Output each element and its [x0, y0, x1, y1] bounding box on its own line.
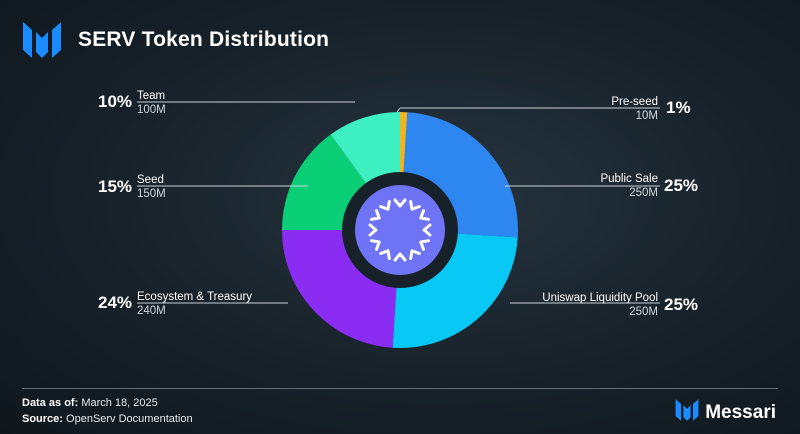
slice-name-ecosystem: Ecosystem & Treasury [137, 291, 253, 303]
logo-chevron-mark [379, 249, 391, 260]
slice-percent-public-sale: 25% [664, 176, 699, 195]
openserv-logo-disc [355, 185, 445, 275]
footer-divider [22, 388, 778, 389]
logo-chevron-mark [370, 209, 381, 221]
slice-name-seed: Seed [137, 174, 164, 186]
slice-label-team: Team 100M [137, 89, 166, 117]
slice-percent-preseed: 1% [666, 98, 691, 117]
logo-chevron-mark [419, 239, 430, 251]
header: SERV Token Distribution [22, 20, 329, 60]
logo-chevron-mark [422, 223, 432, 237]
slice-amount-seed: 150M [137, 188, 166, 200]
logo-chevron-mark [379, 200, 391, 211]
slice-label-ecosystem: Ecosystem & Treasury 240M [137, 290, 252, 318]
logo-chevron-mark [419, 209, 430, 221]
logo-chevron-mark [409, 200, 421, 211]
slice-percent-team: 10% [98, 92, 133, 111]
data-date-line: Data as of: March 18, 2025 [22, 395, 193, 411]
slice-label-public-sale: Public Sale 250M [600, 172, 658, 200]
logo-chevron-mark [368, 223, 378, 237]
slice-amount-public-sale: 250M [629, 187, 658, 199]
slice-label-preseed: Pre-seed 10M [611, 95, 658, 123]
data-date-label: Data as of: [22, 397, 79, 409]
slice-name-preseed: Pre-seed [611, 96, 658, 108]
source-value: OpenServ Documentation [66, 413, 193, 425]
logo-chevron-mark [409, 249, 421, 260]
messari-brand-icon [675, 398, 699, 427]
slice-amount-preseed: 10M [635, 110, 658, 122]
logo-chevron-mark [393, 198, 407, 208]
page-title: SERV Token Distribution [78, 28, 330, 51]
slice-percent-uniswap: 25% [664, 295, 699, 314]
slice-percent-ecosystem: 24% [98, 293, 133, 312]
slice-name-uniswap: Uniswap Liquidity Pool [542, 292, 658, 304]
slice-name-team: Team [137, 90, 166, 102]
source-line: Source: OpenServ Documentation [22, 411, 193, 427]
brand-name: Messari [705, 401, 776, 423]
footer: Data as of: March 18, 2025 Source: OpenS… [22, 395, 193, 427]
source-label: Source: [22, 413, 63, 425]
data-date-value: March 18, 2025 [81, 397, 158, 409]
leader-preseed-a [396, 107, 401, 113]
slice-label-seed: Seed 150M [137, 173, 166, 201]
slice-label-uniswap: Uniswap Liquidity Pool 250M [542, 291, 658, 319]
slice-amount-ecosystem: 240M [137, 305, 166, 317]
logo-chevron-mark [393, 252, 407, 262]
slice-amount-uniswap: 250M [629, 306, 658, 318]
slice-amount-team: 100M [137, 104, 166, 116]
logo-chevron-mark [370, 239, 381, 251]
brand-logo: Messari [675, 398, 776, 427]
messari-logo-icon [22, 20, 62, 60]
slice-percent-seed: 15% [98, 177, 133, 196]
openserv-logo-icon [368, 198, 432, 262]
slice-name-public-sale: Public Sale [600, 173, 658, 185]
